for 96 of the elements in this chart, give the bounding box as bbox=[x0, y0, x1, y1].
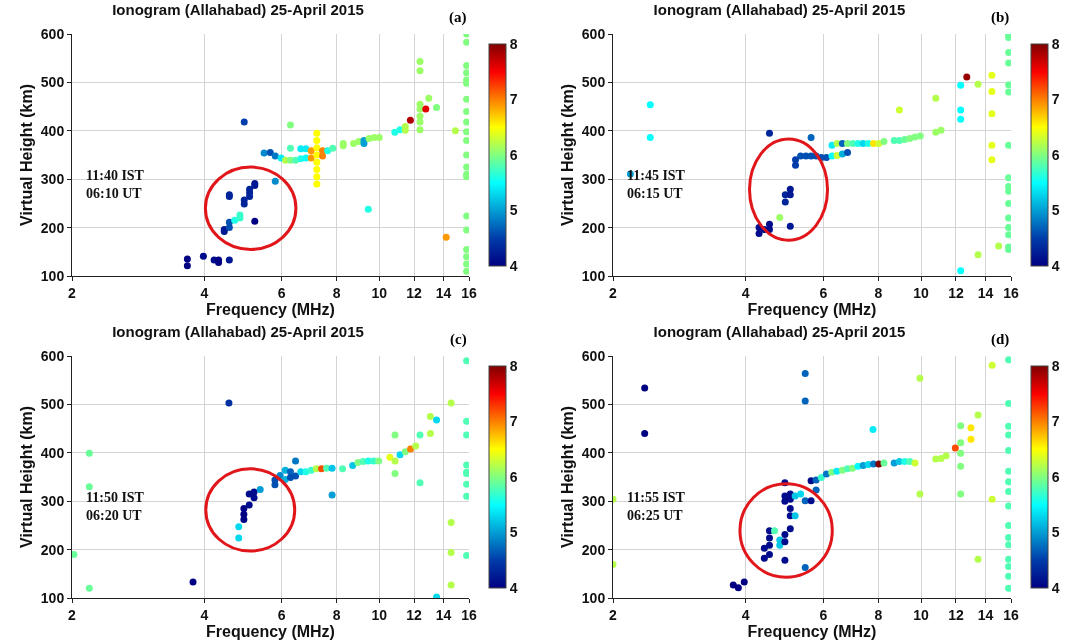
y-tick-label: 300 bbox=[40, 171, 65, 188]
y-axis-title: Virtual Height (km) bbox=[17, 406, 35, 548]
y-tick-label: 400 bbox=[40, 122, 65, 139]
color-bar-label: 7 bbox=[509, 91, 518, 108]
x-tick-label: 14 bbox=[435, 284, 452, 301]
color-bar-label: 6 bbox=[1051, 468, 1060, 485]
x-axis-title: Frequency (MHz) bbox=[206, 623, 335, 641]
y-tick-label: 500 bbox=[581, 74, 606, 91]
annotation: 11:40 IST 06:10 UT bbox=[86, 168, 145, 202]
annotation: 11:55 IST 06:25 UT bbox=[627, 490, 686, 524]
text: (a) bbox=[449, 9, 467, 26]
y-axis-title: Virtual Height (km) bbox=[17, 84, 35, 226]
x-tick-label: 10 bbox=[371, 284, 388, 301]
y-tick-label: 600 bbox=[40, 347, 65, 364]
x-tick-label: 2 bbox=[68, 284, 77, 301]
x-tick-label: 4 bbox=[741, 284, 750, 301]
y-tick-label: 500 bbox=[40, 396, 65, 413]
chart-title: Ionogram (Allahabad) 25-April 2015 bbox=[112, 323, 364, 341]
x-axis-title: Frequency (MHz) bbox=[747, 623, 877, 641]
color-bar-label: 4 bbox=[509, 579, 518, 596]
y-axis-title: Virtual Height (km) bbox=[558, 84, 576, 226]
x-tick-label: 4 bbox=[200, 284, 209, 301]
color-bar-label: 8 bbox=[509, 357, 518, 374]
x-tick-label: 6 bbox=[819, 284, 828, 301]
x-tick-label: 12 bbox=[406, 606, 423, 623]
y-tick-label: 400 bbox=[581, 122, 606, 139]
x-tick-label: 14 bbox=[435, 606, 452, 623]
y-tick-label: 500 bbox=[40, 74, 65, 91]
color-bar-label: 6 bbox=[509, 468, 518, 485]
x-axis-title: Frequency (MHz) bbox=[206, 301, 335, 319]
x-axis-title: Frequency (MHz) bbox=[747, 301, 877, 319]
x-tick-label: 4 bbox=[200, 606, 209, 623]
x-tick-label: 12 bbox=[948, 284, 964, 301]
x-tick-label: 10 bbox=[371, 606, 388, 623]
y-tick-label: 600 bbox=[581, 347, 606, 364]
x-tick-label: 16 bbox=[461, 606, 477, 623]
annotation: 11:45 IST 06:15 UT bbox=[627, 168, 686, 202]
x-tick-label: 6 bbox=[277, 606, 286, 623]
y-tick-label: 400 bbox=[581, 444, 606, 461]
x-tick-label: 14 bbox=[977, 606, 994, 623]
chart-title: Ionogram (Allahabad) 25-April 2015 bbox=[653, 1, 906, 19]
color-bar-label: 5 bbox=[509, 524, 518, 541]
color-bar-label: 7 bbox=[1051, 413, 1060, 430]
y-tick-label: 300 bbox=[40, 493, 65, 510]
color-bar-label: 7 bbox=[1051, 91, 1060, 108]
x-tick-label: 8 bbox=[874, 606, 883, 623]
y-tick-label: 100 bbox=[40, 589, 65, 606]
color-bar-label: 8 bbox=[1051, 35, 1060, 52]
text: (d) bbox=[991, 331, 1010, 348]
x-tick-label: 8 bbox=[332, 284, 341, 301]
y-tick-label: 200 bbox=[581, 219, 606, 236]
color-bar-label: 7 bbox=[509, 413, 518, 430]
x-tick-label: 16 bbox=[461, 284, 477, 301]
color-bar-label: 6 bbox=[1051, 146, 1060, 163]
y-tick-label: 100 bbox=[581, 589, 606, 606]
x-tick-label: 4 bbox=[741, 606, 750, 623]
color-bar-label: 4 bbox=[1051, 257, 1060, 274]
y-tick-label: 400 bbox=[40, 444, 65, 461]
y-tick-label: 200 bbox=[40, 541, 65, 558]
x-tick-label: 8 bbox=[332, 606, 341, 623]
x-tick-label: 6 bbox=[277, 284, 286, 301]
y-tick-label: 200 bbox=[581, 541, 606, 558]
y-tick-label: 200 bbox=[40, 219, 65, 236]
annotation: 11:50 IST 06:20 UT bbox=[86, 490, 145, 524]
y-tick-label: 100 bbox=[581, 267, 606, 284]
y-tick-label: 600 bbox=[581, 25, 606, 42]
y-tick-label: 300 bbox=[581, 493, 606, 510]
x-tick-label: 2 bbox=[609, 284, 618, 301]
x-tick-label: 12 bbox=[948, 606, 964, 623]
color-bar-label: 5 bbox=[1051, 202, 1060, 219]
y-tick-label: 100 bbox=[40, 267, 65, 284]
x-tick-label: 14 bbox=[977, 284, 994, 301]
x-tick-label: 10 bbox=[913, 284, 930, 301]
x-tick-label: 10 bbox=[913, 606, 930, 623]
x-tick-label: 2 bbox=[68, 606, 77, 623]
color-bar-label: 8 bbox=[509, 35, 518, 52]
y-axis-title: Virtual Height (km) bbox=[558, 406, 576, 548]
x-tick-label: 8 bbox=[874, 284, 883, 301]
color-bar-label: 6 bbox=[509, 146, 518, 163]
x-tick-label: 6 bbox=[819, 606, 828, 623]
y-tick-label: 600 bbox=[40, 25, 65, 42]
x-tick-label: 16 bbox=[1003, 606, 1019, 623]
chart-title: Ionogram (Allahabad) 25-April 2015 bbox=[653, 323, 906, 341]
text: (c) bbox=[450, 331, 467, 348]
x-tick-label: 16 bbox=[1003, 284, 1019, 301]
x-tick-label: 12 bbox=[406, 284, 423, 301]
color-bar-label: 5 bbox=[509, 202, 518, 219]
chart-title: Ionogram (Allahabad) 25-April 2015 bbox=[112, 1, 364, 19]
color-bar-label: 8 bbox=[1051, 357, 1060, 374]
text: (b) bbox=[991, 9, 1010, 26]
x-tick-label: 2 bbox=[609, 606, 618, 623]
y-tick-label: 500 bbox=[581, 396, 606, 413]
color-bar-label: 5 bbox=[1051, 524, 1060, 541]
y-tick-label: 300 bbox=[581, 171, 606, 188]
color-bar-label: 4 bbox=[509, 257, 518, 274]
color-bar-label: 4 bbox=[1051, 579, 1060, 596]
